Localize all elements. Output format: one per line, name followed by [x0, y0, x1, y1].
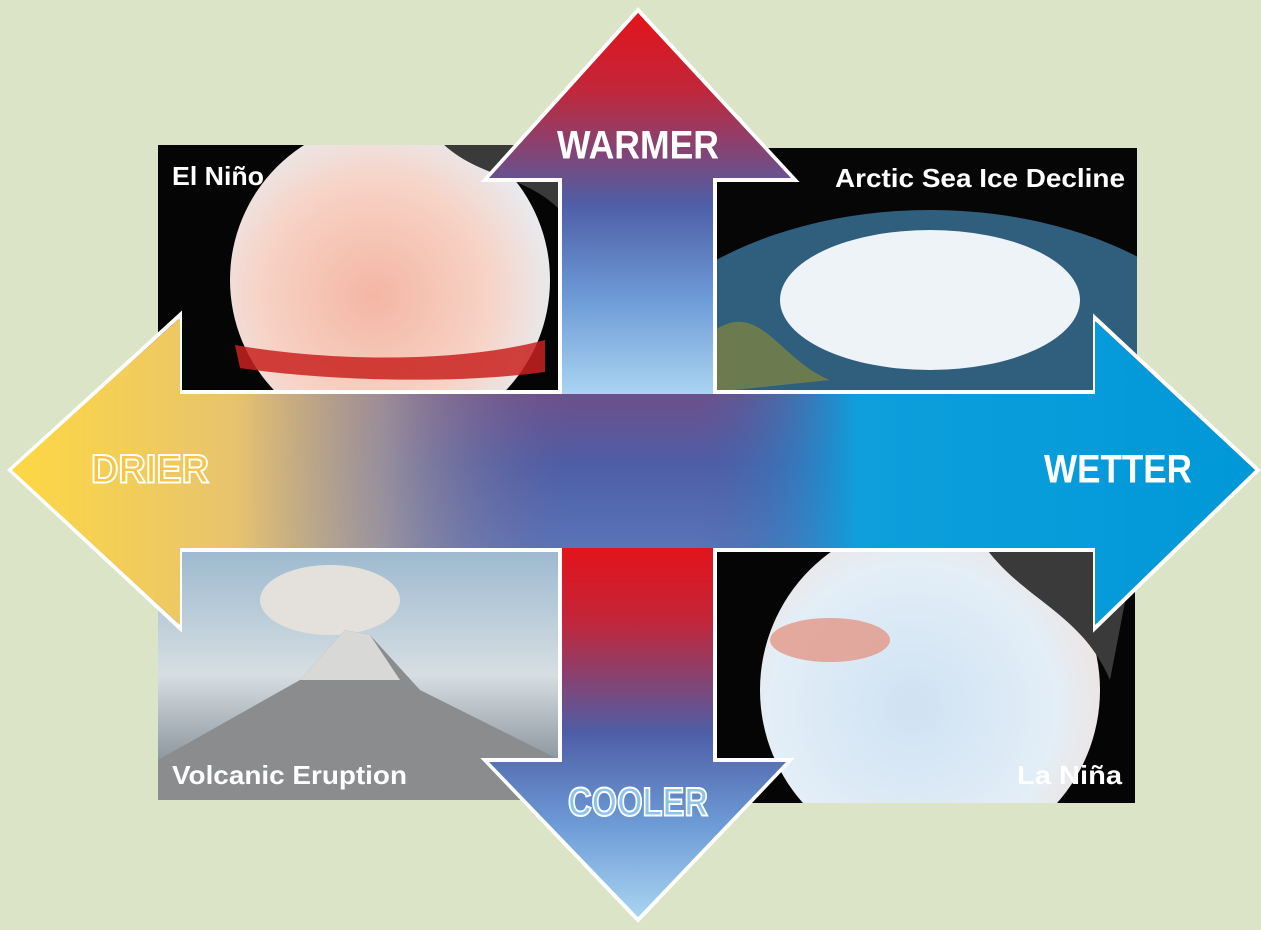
label-drier: DRIER [91, 448, 209, 492]
panel-label: Volcanic Eruption [172, 760, 407, 790]
panel-arctic [715, 148, 1137, 392]
arrow-vertical-bottom-tint [489, 548, 786, 917]
panel-la-nina [715, 550, 1135, 803]
arrow-horizontal-tint [12, 318, 1255, 625]
panel-volcano [158, 550, 560, 800]
arrow-vertical-top-tint [489, 13, 791, 394]
direction-arrows [7, 7, 1261, 923]
panel-label: Arctic Sea Ice Decline [835, 163, 1125, 193]
panel-label: La Niña [1017, 760, 1123, 790]
label-cooler: COOLER [568, 781, 708, 825]
label-wetter: WETTER [1044, 448, 1192, 492]
panel-label: El Niño [172, 161, 264, 191]
label-warmer: WARMER [557, 124, 719, 168]
